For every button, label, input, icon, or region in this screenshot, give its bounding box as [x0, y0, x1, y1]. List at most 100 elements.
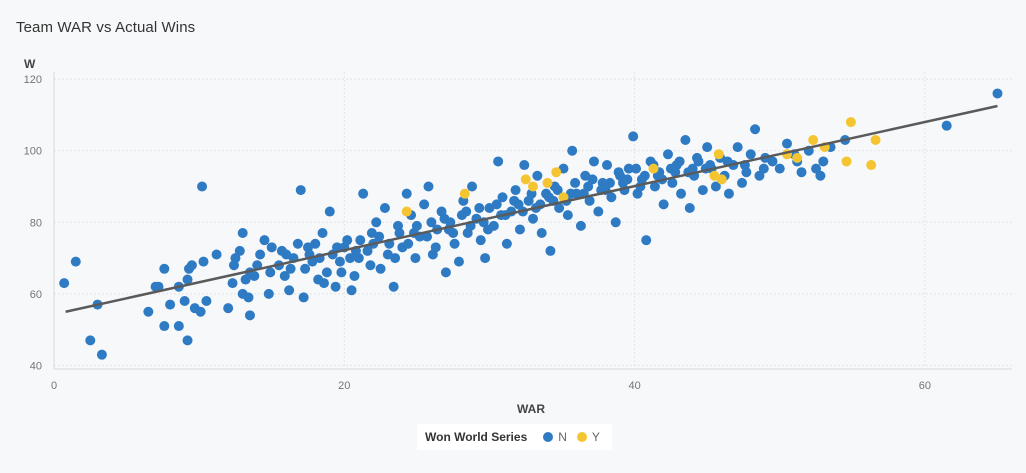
legend-item-n[interactable]: N [543, 430, 567, 444]
data-point-n[interactable] [259, 235, 270, 246]
data-point-y[interactable] [520, 174, 531, 185]
data-point-n[interactable] [732, 142, 743, 153]
data-point-y[interactable] [648, 163, 659, 174]
data-point-n[interactable] [684, 202, 695, 213]
data-point-n[interactable] [388, 281, 399, 292]
data-point-n[interactable] [255, 249, 266, 260]
data-point-y[interactable] [792, 152, 803, 163]
data-point-n[interactable] [349, 270, 360, 281]
data-point-n[interactable] [567, 145, 578, 156]
data-point-n[interactable] [374, 231, 385, 242]
data-point-n[interactable] [85, 335, 96, 346]
data-point-n[interactable] [705, 160, 716, 171]
data-point-n[interactable] [697, 185, 708, 196]
data-point-n[interactable] [422, 231, 433, 242]
data-point-n[interactable] [230, 253, 241, 264]
data-point-n[interactable] [362, 245, 373, 256]
data-point-n[interactable] [750, 124, 761, 135]
data-point-n[interactable] [279, 270, 290, 281]
data-point-n[interactable] [658, 199, 669, 210]
data-point-y[interactable] [808, 134, 819, 145]
data-point-n[interactable] [153, 281, 164, 292]
data-point-n[interactable] [513, 199, 524, 210]
data-point-n[interactable] [410, 253, 421, 264]
data-point-n[interactable] [510, 185, 521, 196]
legend-item-y[interactable]: Y [576, 430, 600, 444]
data-point-n[interactable] [545, 245, 556, 256]
data-point-n[interactable] [324, 206, 335, 217]
data-point-n[interactable] [439, 213, 450, 224]
data-point-n[interactable] [588, 156, 599, 167]
data-point-n[interactable] [371, 217, 382, 228]
data-point-n[interactable] [818, 156, 829, 167]
data-point-n[interactable] [419, 199, 430, 210]
data-point-n[interactable] [501, 238, 512, 249]
data-point-n[interactable] [298, 292, 309, 303]
data-point-y[interactable] [845, 117, 856, 128]
data-point-n[interactable] [346, 285, 357, 296]
data-point-n[interactable] [403, 238, 414, 249]
data-point-n[interactable] [593, 206, 604, 217]
data-point-n[interactable] [754, 170, 765, 181]
data-point-n[interactable] [532, 170, 543, 181]
data-point-n[interactable] [483, 224, 494, 235]
data-point-y[interactable] [459, 188, 470, 199]
data-point-n[interactable] [285, 263, 296, 274]
data-point-n[interactable] [321, 267, 332, 278]
data-point-n[interactable] [318, 278, 329, 289]
data-point-n[interactable] [390, 253, 401, 264]
data-point-n[interactable] [237, 228, 248, 239]
data-point-n[interactable] [197, 181, 208, 192]
data-point-n[interactable] [182, 274, 193, 285]
data-point-n[interactable] [667, 177, 678, 188]
data-point-n[interactable] [345, 253, 356, 264]
data-point-n[interactable] [159, 263, 170, 274]
data-point-n[interactable] [234, 245, 245, 256]
data-point-n[interactable] [240, 274, 251, 285]
data-point-n[interactable] [365, 260, 376, 271]
data-point-n[interactable] [519, 160, 530, 171]
data-point-n[interactable] [674, 156, 685, 167]
data-point-n[interactable] [303, 242, 314, 253]
data-point-n[interactable] [774, 163, 785, 174]
data-point-n[interactable] [143, 306, 154, 317]
data-point-n[interactable] [602, 160, 613, 171]
data-point-n[interactable] [165, 299, 176, 310]
data-point-n[interactable] [284, 285, 295, 296]
data-point-n[interactable] [680, 134, 691, 145]
data-point-n[interactable] [491, 199, 502, 210]
data-point-n[interactable] [604, 177, 615, 188]
data-point-n[interactable] [941, 120, 952, 131]
data-point-y[interactable] [551, 167, 562, 178]
data-point-n[interactable] [332, 242, 343, 253]
data-point-n[interactable] [796, 167, 807, 178]
data-point-n[interactable] [375, 263, 386, 274]
data-point-y[interactable] [866, 160, 877, 171]
data-point-n[interactable] [652, 170, 663, 181]
data-point-n[interactable] [182, 335, 193, 346]
data-point-n[interactable] [745, 149, 756, 160]
data-point-n[interactable] [249, 270, 260, 281]
data-point-n[interactable] [159, 321, 170, 332]
data-point-n[interactable] [243, 292, 254, 303]
data-point-n[interactable] [641, 235, 652, 246]
data-point-n[interactable] [292, 238, 303, 249]
data-point-n[interactable] [263, 288, 274, 299]
data-point-n[interactable] [266, 242, 277, 253]
data-point-n[interactable] [583, 181, 594, 192]
data-point-n[interactable] [552, 185, 563, 196]
data-point-n[interactable] [992, 88, 1003, 99]
data-point-n[interactable] [613, 167, 624, 178]
data-point-y[interactable] [528, 181, 538, 192]
data-point-n[interactable] [342, 235, 353, 246]
data-point-n[interactable] [453, 256, 464, 267]
data-point-n[interactable] [355, 235, 366, 246]
data-point-n[interactable] [475, 235, 486, 246]
data-point-n[interactable] [223, 303, 234, 314]
data-point-n[interactable] [623, 163, 634, 174]
data-point-n[interactable] [334, 256, 345, 267]
data-point-n[interactable] [474, 202, 485, 213]
data-point-n[interactable] [440, 267, 451, 278]
data-point-n[interactable] [687, 163, 698, 174]
data-point-n[interactable] [211, 249, 222, 260]
